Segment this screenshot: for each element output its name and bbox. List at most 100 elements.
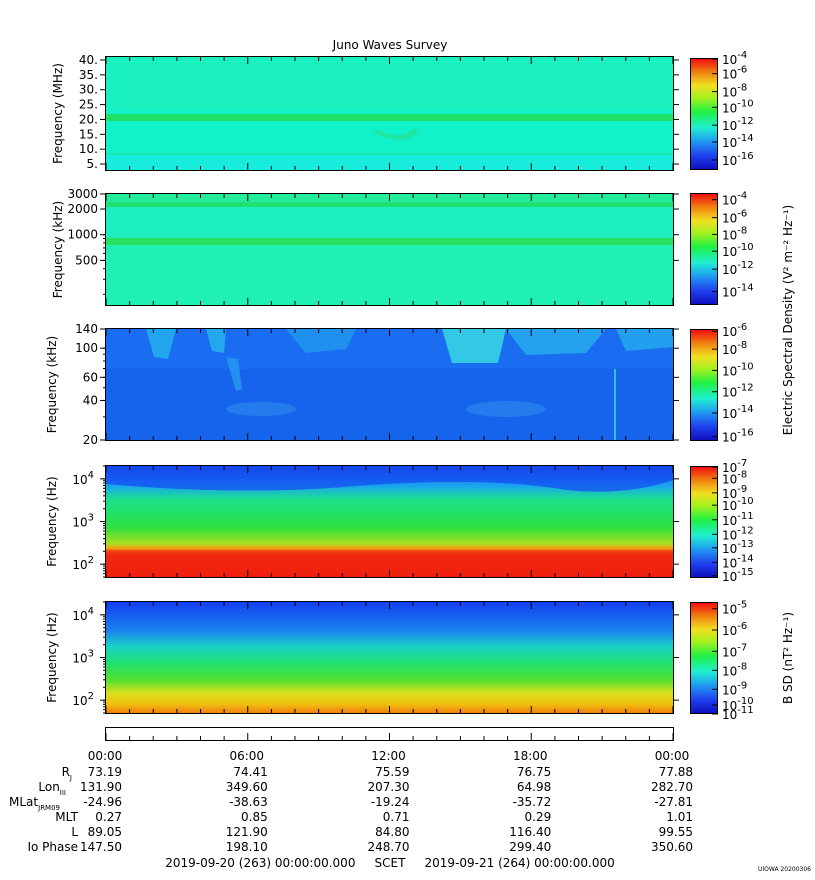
footer: 2019-09-20 (263) 00:00:00.000 SCET 2019-… [0, 856, 780, 870]
colorbar-tick-label: 10-10 [722, 98, 754, 115]
time-tick-label: 06:00 [229, 749, 264, 763]
colorbar-tick-label: 10-11 [722, 511, 754, 528]
colorbar-panel-3 [690, 329, 718, 441]
colorbar-tick-label: 10-12 [722, 383, 754, 400]
y-tick-label: 140 [75, 322, 98, 336]
colorbar-tick-label: 10-8 [722, 225, 747, 242]
y-tick-label: 103 [72, 513, 94, 530]
colorbar-tick-label: 10-10 [722, 696, 754, 713]
ephemeris-value: 77.88 [659, 765, 693, 779]
ephemeris-value: 299.40 [509, 840, 551, 854]
y-axis-label: Frequency (Hz) [45, 476, 59, 567]
spectrogram-panel-b [105, 601, 674, 714]
y-tick-label: 30. [79, 83, 98, 97]
colorbar-label-electric: Electric Spectral Density (V² m⁻² Hz⁻¹) [781, 205, 795, 435]
ephemeris-value: 121.90 [226, 825, 268, 839]
time-tick-label: 00:00 [88, 749, 123, 763]
colorbar-panel-5 [690, 602, 718, 714]
ephemeris-value: 282.70 [651, 780, 693, 794]
colorbar-tick-label: 10-16 [722, 151, 754, 168]
ephemeris-value: 74.41 [233, 765, 267, 779]
y-tick-label: 10. [79, 142, 98, 156]
colorbar-tick-label: 10-7 [722, 642, 747, 659]
y-tick-label: 104 [72, 606, 94, 623]
ephemeris-value: 84.80 [375, 825, 409, 839]
stamp: UIOWA 20200306 [757, 866, 811, 873]
time-tick-label: 12:00 [371, 749, 406, 763]
colorbar-panel-4 [690, 466, 718, 578]
y-tick-label: 102 [72, 691, 94, 708]
ephemeris-row-label: MLT [55, 810, 78, 824]
colorbar-tick-label: 10-14 [722, 404, 754, 421]
ephemeris-value: -27.81 [654, 795, 693, 809]
ephemeris-value: 147.50 [80, 840, 122, 854]
colorbar-tick-label: 10-4 [722, 191, 747, 208]
colorbar-tick-label: 10-10 [722, 242, 754, 259]
ephemeris-row-label: Io Phase [27, 840, 78, 854]
ephemeris-value: -35.72 [513, 795, 552, 809]
ephemeris-value: 207.30 [368, 780, 410, 794]
colorbar-panel-1 [690, 58, 718, 170]
colorbar-tick-label: 10-8 [722, 469, 747, 486]
colorbar-tick-label: 10-12 [722, 525, 754, 542]
colorbar-label-magnetic: B SD (nT² Hz⁻¹) [781, 612, 795, 704]
colorbar-tick-label: 10-9 [722, 680, 747, 697]
y-axis-label: Frequency (kHz) [45, 336, 59, 433]
y-axis-label: Frequency (Hz) [45, 612, 59, 703]
y-tick-label: 100 [75, 341, 98, 355]
ephemeris-value: -38.63 [229, 795, 268, 809]
colorbar-tick-label: 10-12 [722, 260, 754, 277]
y-tick-label: 2000 [67, 202, 98, 216]
ephemeris-value: 350.60 [651, 840, 693, 854]
colorbar-tick-label: 10-6 [722, 621, 747, 638]
colorbar-tick-label: 10-11 [722, 705, 754, 722]
ephemeris-value: 0.27 [95, 810, 122, 824]
y-tick-label: 15. [79, 127, 98, 141]
colorbar-tick-label: 10-8 [722, 83, 747, 100]
colorbar-tick-label: 10-6 [722, 322, 747, 339]
ephemeris-value: 76.75 [517, 765, 551, 779]
footer-start: 2019-09-20 (263) 00:00:00.000 [165, 856, 356, 870]
chart-title: Juno Waves Survey [332, 38, 448, 52]
colorbar-panel-2 [690, 193, 718, 305]
y-tick-label: 40 [83, 393, 98, 407]
panel-fill [106, 602, 673, 713]
colorbar-tick-label: 10-4 [722, 50, 747, 67]
ephemeris-value: 248.70 [368, 840, 410, 854]
colorbar-tick-label: 10-14 [722, 133, 754, 150]
colorbar-tick-label: 10-6 [722, 65, 747, 82]
time-tick-label: 00:00 [655, 749, 690, 763]
y-tick-label: 1000 [67, 228, 98, 242]
ephemeris-value: -24.96 [83, 795, 122, 809]
colorbar-tick-label: 10-12 [722, 116, 754, 133]
ephemeris-value: 116.40 [509, 825, 551, 839]
ephemeris-value: 75.59 [375, 765, 409, 779]
y-tick-label: 102 [72, 555, 94, 572]
ephemeris-row-label: MLatJRM09 [9, 795, 60, 812]
colorbar-tick-label: 10-16 [722, 428, 754, 445]
colorbar-tick-label: 10-10 [722, 496, 754, 513]
colorbar-tick-label: 10-14 [722, 283, 754, 300]
y-axis-label: Frequency (kHz) [51, 201, 65, 298]
colorbar-tick-label: 10-13 [722, 539, 754, 556]
y-tick-label: 20 [83, 433, 98, 447]
colorbar-tick-label: 10-15 [722, 567, 754, 584]
ephemeris-value: 349.60 [226, 780, 268, 794]
ephemeris-value: -19.24 [371, 795, 410, 809]
colorbar-tick-label: 10-8 [722, 661, 747, 678]
ephemeris-value: 1.01 [666, 810, 693, 824]
y-tick-label: 40. [79, 53, 98, 67]
y-tick-label: 103 [72, 649, 94, 666]
ephemeris-row-label: LonIII [38, 780, 66, 797]
y-tick-label: 20. [79, 112, 98, 126]
ephemeris-value: 89.05 [88, 825, 122, 839]
y-tick-label: 104 [72, 470, 94, 487]
time-tick-label: 18:00 [513, 749, 548, 763]
colorbar-tick-label: 10-10 [722, 361, 754, 378]
colorbar-tick-label: 10-14 [722, 553, 754, 570]
y-tick-label: 60 [83, 370, 98, 384]
ephemeris-row-label: L [71, 825, 78, 839]
y-tick-label: 35. [79, 68, 98, 82]
y-tick-label: 5. [87, 157, 98, 171]
